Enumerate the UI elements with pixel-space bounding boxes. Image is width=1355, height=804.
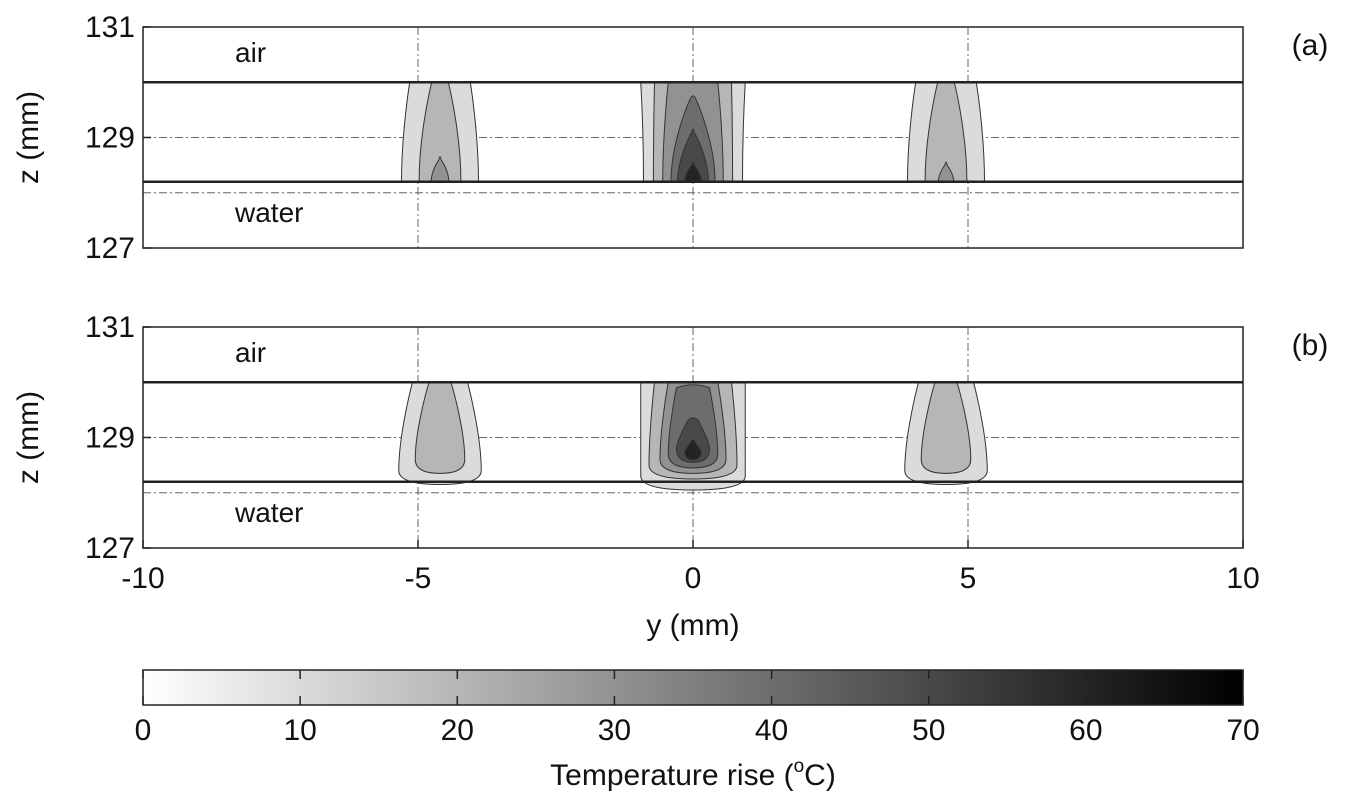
colorbar-label-part: C) [804,759,836,792]
region-label: air [235,37,266,68]
contour-region [920,381,972,474]
region-label: water [234,197,303,228]
region-label: air [235,337,266,368]
contour-region [684,161,702,183]
x-axis-label: y (mm) [646,609,739,642]
y-tick-label: 129 [85,421,135,454]
colorbar-tick-label: 50 [912,714,945,747]
colorbar-tick-label: 0 [135,714,152,747]
y-axis-label: z (mm) [12,91,45,184]
contour-region [677,128,709,183]
panel-label: (a) [1292,29,1329,62]
colorbar-label: Temperature rise (oC) [550,756,836,792]
contour-region [937,161,955,183]
colorbar-label-part: Temperature rise ( [550,759,793,792]
colorbar-tick-label: 40 [755,714,788,747]
colorbar-label-part: o [794,756,805,777]
contour-region [430,156,450,183]
colorbar [142,669,1244,706]
y-tick-label: 127 [85,232,135,265]
contour-region [414,381,466,474]
y-tick-label: 131 [85,311,135,344]
y-tick-label: 131 [85,11,135,44]
contour-region [684,439,702,461]
y-tick-label: 129 [85,121,135,154]
x-tick-label: 5 [960,562,977,595]
panel-label: (b) [1292,329,1329,362]
x-tick-label: -10 [121,562,164,595]
region-label: water [234,497,303,528]
y-tick-label: 127 [85,532,135,565]
colorbar-tick-label: 10 [283,714,316,747]
x-tick-label: -5 [405,562,432,595]
x-tick-label: 10 [1226,562,1259,595]
x-tick-label: 0 [685,562,702,595]
colorbar-tick-label: 30 [598,714,631,747]
colorbar-tick-label: 20 [441,714,474,747]
colorbar-tick-label: 70 [1226,714,1259,747]
colorbar-tick-label: 60 [1069,714,1102,747]
y-axis-label: z (mm) [12,391,45,484]
